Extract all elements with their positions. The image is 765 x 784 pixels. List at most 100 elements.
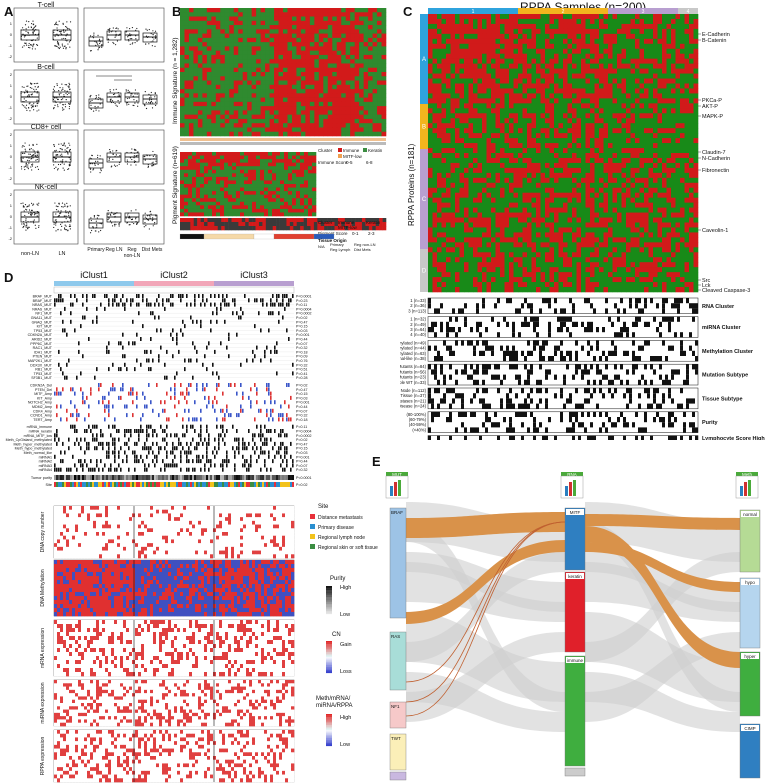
panel-b-top-cell [309, 59, 315, 64]
panel-b-top-cell [359, 131, 364, 137]
panel-c-cell [441, 23, 447, 30]
panel-b-top-cell [296, 46, 302, 51]
panel-b-bottom-cell [224, 159, 229, 163]
panel-a-point [32, 163, 34, 165]
panel-b-top-cell [224, 97, 230, 103]
panel-a-point [96, 217, 98, 219]
panel-b-bottom-cell [296, 180, 301, 185]
panel-b-top-cell [247, 29, 252, 34]
panel-c-cell [536, 68, 541, 74]
panel-b-bottom-cell [232, 173, 237, 178]
panel-b-top-cell [341, 8, 346, 13]
panel-c-cell [468, 33, 474, 40]
panel-a-point [57, 210, 59, 212]
panel-c-cell [428, 148, 433, 154]
panel-b-top-cell [305, 37, 311, 43]
panel-b-legend-score: Immune Score [318, 160, 348, 165]
panel-b-legend2-pigment: Pigment Score [318, 231, 348, 236]
panel-c-cell [653, 43, 658, 50]
panel-c-cell [689, 23, 694, 30]
panel-b-bottom-cell [192, 166, 197, 171]
panel-b-bottom-cell [240, 152, 245, 156]
panel-b-top-cell [354, 63, 360, 69]
panel-c-cell [599, 23, 604, 30]
panel-c-cell [675, 23, 681, 30]
panel-b-bottom-cell [236, 162, 241, 167]
panel-b-bottom-cell [284, 191, 289, 195]
panel-b-top-cell [359, 101, 364, 107]
panel-a-point [97, 43, 99, 45]
panel-b-top-cell [314, 59, 320, 64]
panel-c-cell [581, 48, 586, 55]
panel-b-top-cell [287, 16, 293, 22]
panel-b-top-cell [180, 29, 185, 34]
panel-c-cell [450, 18, 456, 25]
panel-b-bottom-cell [200, 201, 205, 206]
panel-b-score-cell [217, 226, 222, 231]
panel-c-cell [644, 123, 649, 129]
panel-c-cell [693, 93, 699, 99]
panel-b-bottom-cell [264, 184, 269, 188]
panel-c-cell [630, 18, 636, 25]
panel-c-cell [531, 133, 537, 139]
panel-b-top-cell [202, 37, 208, 43]
panel-b-top-cell [211, 12, 217, 17]
panel-b-top-cell [305, 72, 311, 77]
panel-c-cell [518, 78, 523, 84]
panel-c-cell [545, 18, 550, 25]
panel-a-point [32, 46, 34, 48]
panel-b-bottom-cell [312, 162, 317, 167]
panel-c-cell [504, 48, 510, 55]
panel-a-point [98, 46, 101, 48]
panel-c-cell [662, 58, 667, 64]
panel-b-top-cell [260, 101, 266, 107]
panel-c-cell [684, 93, 690, 99]
panel-c-cell [576, 48, 582, 55]
panel-c-cell [621, 28, 627, 35]
panel-c-cell [648, 118, 654, 124]
panel-b-bottom-cell [188, 155, 193, 160]
panel-c-cell [585, 83, 591, 89]
panel-b-top-cell [206, 16, 212, 22]
panel-b-top-cell [283, 46, 288, 51]
panel-b-top-cell [269, 123, 275, 128]
panel-c-cell [441, 118, 447, 124]
panel-b-top-cell [350, 118, 355, 124]
panel-b-top-cell [251, 16, 257, 22]
panel-c-cell [455, 53, 460, 59]
panel-c-cell [599, 14, 604, 20]
panel-a-point [65, 210, 67, 212]
panel-b-bottom-cell [252, 191, 257, 195]
panel-b-top-cell [287, 127, 293, 133]
panel-b-top-cell [220, 33, 226, 39]
panel-c-cell [657, 98, 663, 104]
panel-b-top-cell [202, 84, 208, 90]
panel-c-cell [504, 53, 510, 59]
panel-b-bottom-cell [268, 187, 273, 192]
panel-c-cell [536, 133, 541, 139]
panel-b-top-cell [372, 127, 378, 133]
panel-c-cell [527, 138, 532, 144]
panel-b-top-cell [242, 8, 248, 13]
panel-b-bottom-cell [312, 180, 317, 185]
panel-b-bottom-cell [188, 162, 193, 167]
panel-b-top-cell [180, 37, 185, 43]
panel-c-cell [662, 23, 667, 30]
panel-c-cell [662, 98, 667, 104]
panel-b-top-cell [229, 20, 235, 26]
panel-c-side-bar [420, 14, 428, 104]
panel-b-score-cell [293, 226, 298, 231]
panel-b-top-cell [233, 29, 239, 34]
panel-b-top-cell [287, 33, 293, 39]
panel-b-top-cell [269, 76, 275, 81]
panel-b-bottom-cell [220, 194, 225, 199]
panel-b-top-cell [359, 12, 364, 17]
panel-c-cell [509, 103, 514, 109]
panel-c-cell [455, 153, 460, 159]
panel-b-top-cell [283, 37, 288, 43]
panel-a-point [53, 86, 56, 88]
panel-a-ytick: -1 [8, 165, 12, 170]
panel-a-point [26, 90, 28, 92]
panel-c-cell [680, 23, 685, 30]
panel-a-point [56, 83, 58, 85]
